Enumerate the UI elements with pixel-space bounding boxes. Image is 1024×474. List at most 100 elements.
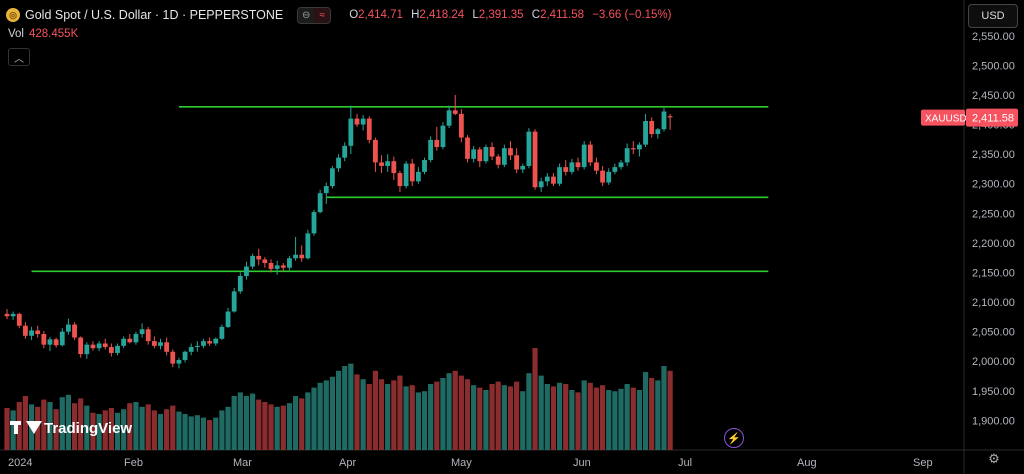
volume-bar bbox=[194, 415, 200, 450]
candle-body bbox=[323, 186, 329, 194]
candle-body bbox=[342, 145, 348, 158]
symbol-title[interactable]: Gold Spot / U.S. Dollar · 1D · PEPPERSTO… bbox=[25, 8, 284, 22]
candle-body bbox=[127, 338, 133, 343]
gear-icon[interactable]: ⚙ bbox=[988, 451, 1000, 466]
volume-bar bbox=[207, 420, 213, 450]
volume-bar bbox=[587, 382, 593, 450]
volume-bar bbox=[372, 370, 378, 450]
candle-body bbox=[102, 343, 108, 348]
candle-body bbox=[477, 149, 483, 162]
volume-bar bbox=[225, 406, 231, 450]
volume-bar bbox=[544, 384, 550, 450]
price-tick-label: 2,450.00 bbox=[972, 90, 1015, 102]
candle-body bbox=[495, 156, 501, 165]
candle-body bbox=[422, 160, 427, 172]
volume-bar bbox=[520, 391, 526, 450]
time-tick-label: May bbox=[451, 457, 472, 469]
volume-bar bbox=[22, 396, 29, 450]
candle-body bbox=[145, 329, 151, 342]
candle-body bbox=[219, 326, 225, 339]
time-tick-label: Jul bbox=[678, 457, 692, 469]
candle-body bbox=[59, 331, 65, 346]
volume-bar bbox=[397, 375, 403, 450]
candle-body bbox=[188, 347, 194, 352]
candle-body bbox=[231, 291, 237, 312]
candle-body bbox=[594, 162, 599, 171]
volume-bar bbox=[477, 387, 483, 450]
candle-body bbox=[667, 116, 673, 118]
time-tick-label: Jun bbox=[573, 457, 591, 469]
volume-bar bbox=[391, 380, 397, 450]
volume-bar bbox=[569, 390, 575, 450]
volume-bar bbox=[59, 397, 65, 450]
candle-body bbox=[544, 176, 550, 182]
candle-body bbox=[563, 167, 569, 172]
candle-body bbox=[397, 173, 403, 187]
candle-body bbox=[428, 139, 434, 161]
candle-body bbox=[299, 254, 305, 259]
volume-bar bbox=[606, 390, 612, 450]
candle-body bbox=[256, 255, 262, 260]
volume-bar bbox=[440, 378, 446, 450]
price-tick-label: 2,000.00 bbox=[972, 356, 1015, 368]
candle-body bbox=[139, 329, 145, 335]
volume-bar bbox=[532, 348, 538, 450]
volume-bar bbox=[563, 384, 569, 450]
volume-bar bbox=[170, 405, 176, 450]
candle-body bbox=[489, 147, 495, 157]
wave-icon[interactable]: ≈ bbox=[314, 7, 331, 23]
volume-bar bbox=[213, 417, 219, 450]
volume-bar bbox=[599, 385, 606, 450]
chart-header: ◎ Gold Spot / U.S. Dollar · 1D · PEPPERS… bbox=[6, 6, 676, 24]
volume-bar bbox=[250, 393, 256, 450]
candle-body bbox=[262, 259, 268, 263]
compare-toggle[interactable]: ⊖ ≈ bbox=[297, 6, 332, 24]
candle-body bbox=[170, 351, 176, 364]
volume-bar bbox=[243, 396, 250, 450]
chevron-up-icon[interactable]: ︿ bbox=[8, 48, 30, 66]
volume-bar bbox=[593, 387, 600, 450]
candle-body bbox=[655, 129, 661, 134]
volume-bar bbox=[121, 409, 127, 450]
volume-bar bbox=[145, 404, 151, 450]
candle-body bbox=[465, 137, 470, 159]
price-tick-label: 1,950.00 bbox=[972, 386, 1015, 398]
candle-body bbox=[96, 343, 102, 349]
candle-body bbox=[237, 276, 243, 292]
currency-button[interactable]: USD bbox=[968, 4, 1018, 28]
candle-body bbox=[213, 338, 219, 344]
candle-body bbox=[194, 345, 200, 348]
candle-body bbox=[348, 118, 354, 146]
price-tag bbox=[966, 108, 1018, 127]
candle-body bbox=[305, 233, 311, 259]
tradingview-logo: TradingView bbox=[10, 418, 132, 438]
volume-bar bbox=[317, 382, 323, 450]
candle-body bbox=[268, 262, 274, 269]
volume-bar bbox=[421, 391, 428, 450]
candle-body bbox=[274, 265, 280, 269]
volume-bar bbox=[182, 414, 188, 450]
volume-bar bbox=[507, 386, 514, 450]
hide-icon[interactable]: ⊖ bbox=[298, 7, 315, 23]
lightning-icon[interactable]: ⚡ bbox=[724, 428, 744, 448]
candle-body bbox=[72, 324, 77, 338]
volume-bar bbox=[385, 384, 391, 450]
volume-bar bbox=[231, 396, 237, 450]
volume-bar bbox=[458, 375, 464, 450]
candle-body bbox=[440, 125, 446, 148]
candle-body bbox=[458, 113, 464, 138]
tradingview-icon bbox=[10, 418, 42, 438]
volume-bar bbox=[164, 409, 170, 450]
candle-body bbox=[23, 325, 28, 336]
candle-body bbox=[409, 163, 415, 182]
candle-body bbox=[164, 342, 170, 352]
candle-body bbox=[446, 110, 452, 126]
price-tick-label: 2,250.00 bbox=[972, 208, 1015, 220]
candle-body bbox=[434, 139, 440, 148]
volume-bar bbox=[262, 402, 268, 450]
volume-bar bbox=[292, 396, 299, 450]
symbol-tag bbox=[921, 109, 965, 126]
volume-bar bbox=[127, 403, 133, 450]
volume-bar bbox=[489, 384, 495, 450]
